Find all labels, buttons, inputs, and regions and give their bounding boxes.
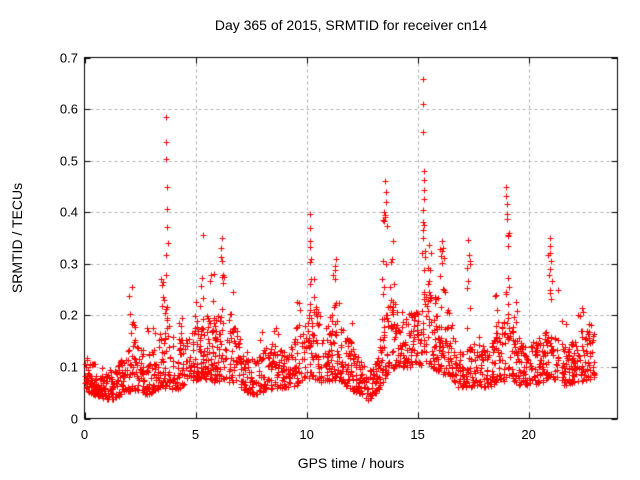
x-tick-label: 20 bbox=[521, 427, 536, 442]
x-tick-label: 0 bbox=[80, 427, 89, 442]
y-tick-label: 0.2 bbox=[59, 307, 78, 323]
x-tick-label: 5 bbox=[191, 427, 200, 442]
y-tick-label: 0.1 bbox=[59, 359, 78, 375]
y-tick-label: 0 bbox=[70, 411, 78, 426]
x-tick-label: 15 bbox=[410, 427, 425, 442]
y-axis-label: SRMTID / TECUs bbox=[9, 182, 25, 294]
y-tick-label: 0.3 bbox=[59, 256, 78, 272]
x-axis-label: GPS time / hours bbox=[297, 455, 405, 471]
y-tick-label: 0.6 bbox=[59, 101, 78, 117]
y-tick-label: 0.7 bbox=[59, 50, 78, 65]
y-tick-label: 0.5 bbox=[59, 153, 78, 169]
chart-title: Day 365 of 2015, SRMTID for receiver cn1… bbox=[214, 17, 488, 33]
y-tick-label: 0.4 bbox=[59, 204, 78, 220]
x-tick-label: 10 bbox=[299, 427, 314, 442]
